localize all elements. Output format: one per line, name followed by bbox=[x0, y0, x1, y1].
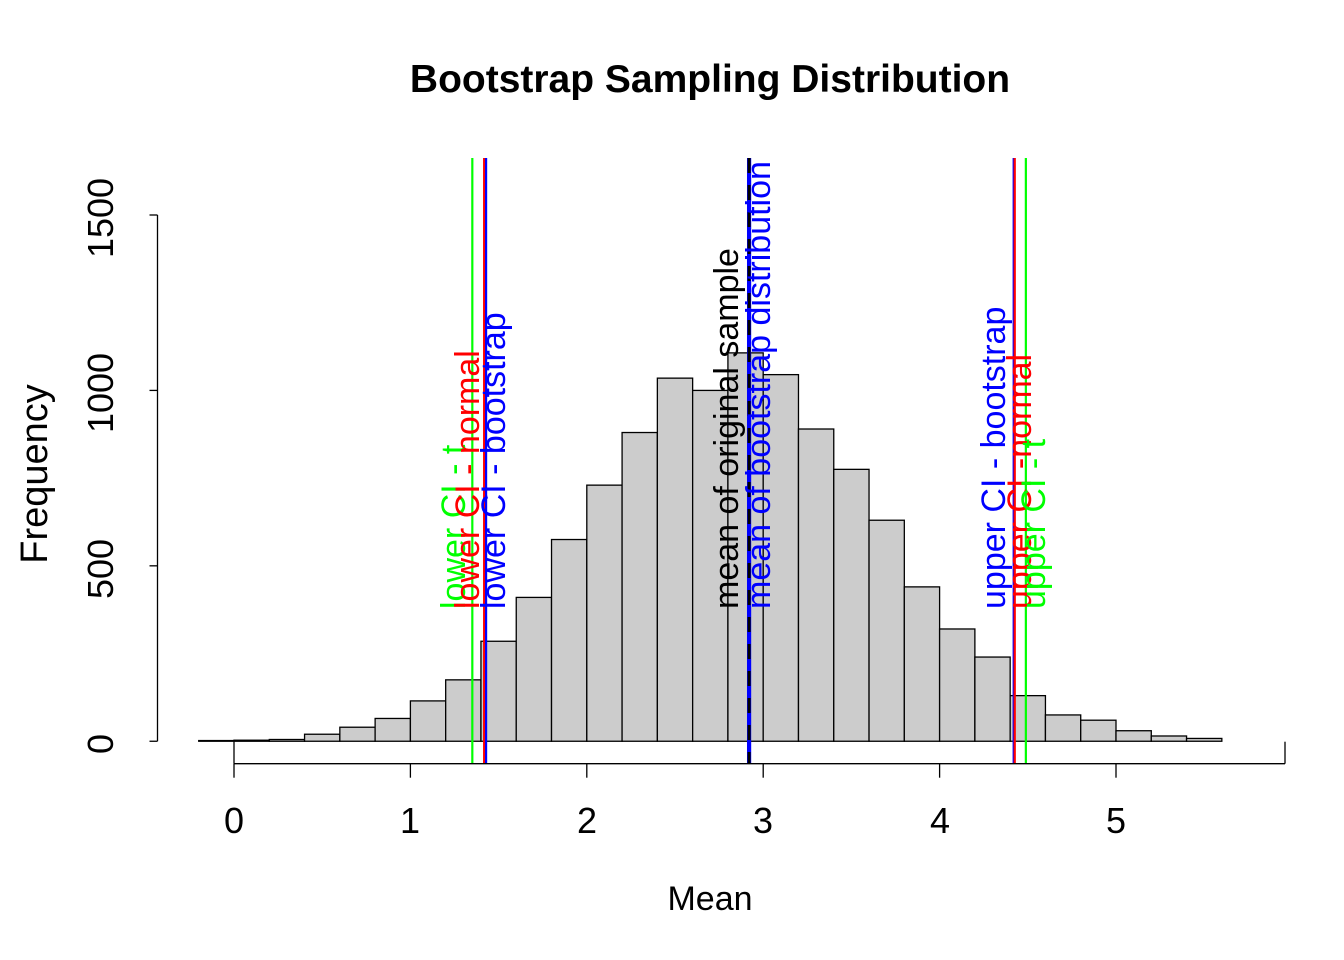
svg-text:lower CI - bootstrap: lower CI - bootstrap bbox=[475, 312, 513, 609]
svg-text:1000: 1000 bbox=[80, 353, 121, 433]
svg-text:5: 5 bbox=[1106, 800, 1126, 841]
svg-text:Frequency: Frequency bbox=[14, 384, 56, 564]
svg-text:Mean: Mean bbox=[667, 880, 752, 918]
svg-text:0: 0 bbox=[224, 800, 244, 841]
svg-text:upper CI - t: upper CI - t bbox=[1015, 438, 1053, 609]
svg-text:500: 500 bbox=[80, 539, 121, 599]
svg-text:Bootstrap Sampling Distributio: Bootstrap Sampling Distribution bbox=[410, 58, 1010, 101]
svg-text:mean of bootstrap distribution: mean of bootstrap distribution bbox=[740, 161, 778, 609]
svg-text:4: 4 bbox=[930, 800, 950, 841]
svg-text:2: 2 bbox=[577, 800, 597, 841]
svg-text:3: 3 bbox=[753, 800, 773, 841]
svg-text:1500: 1500 bbox=[80, 178, 121, 258]
svg-text:0: 0 bbox=[80, 734, 121, 754]
svg-text:1: 1 bbox=[400, 800, 420, 841]
